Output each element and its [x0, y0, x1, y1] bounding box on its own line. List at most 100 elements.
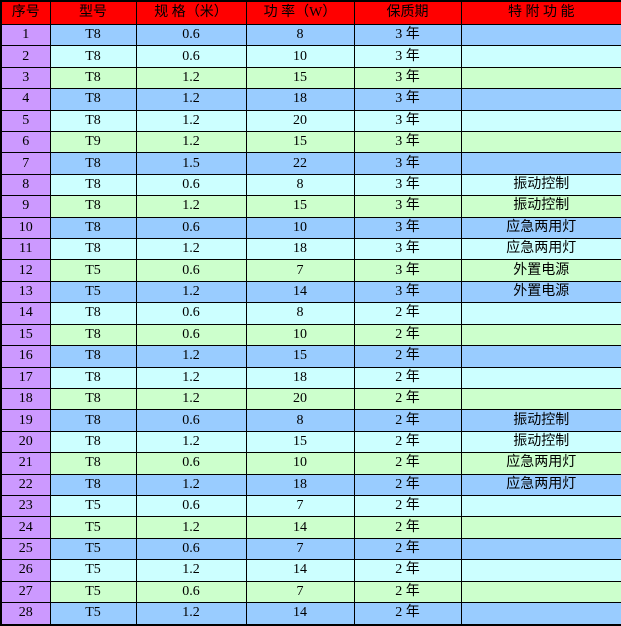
- cell-spec: 0.6: [135, 216, 247, 240]
- cell-model: T8: [49, 216, 137, 240]
- header-cell-feature: 特 附 功 能: [460, 0, 621, 25]
- cell-warranty: 2 年: [353, 516, 462, 539]
- cell-model: T8: [49, 173, 137, 197]
- table-row: 14 T8 0.6 8 2 年: [0, 302, 621, 325]
- cell-spec: 1.2: [135, 345, 247, 368]
- cell-feature: [460, 387, 621, 411]
- cell-model: T8: [49, 109, 137, 133]
- table-body: 1 T8 0.6 8 3 年 2 T8 0.6 10 3 年 3 T8 1.2 15 3 年 4 T8 1.2 18…: [0, 23, 621, 626]
- header-cell-warranty: 保质期: [353, 0, 462, 25]
- cell-spec: 1.2: [135, 109, 247, 133]
- table-row: 5 T8 1.2 20 3 年: [0, 109, 621, 133]
- table-row: 18 T8 1.2 20 2 年: [0, 387, 621, 411]
- header-cell-index: 序号: [0, 0, 51, 25]
- cell-warranty: 2 年: [353, 366, 462, 389]
- cell-warranty: 2 年: [353, 580, 462, 603]
- cell-feature: [460, 601, 621, 626]
- cell-model: T8: [49, 452, 137, 475]
- cell-feature: [460, 131, 621, 154]
- table-row: 3 T8 1.2 15 3 年: [0, 66, 621, 90]
- cell-no: 16: [0, 345, 51, 368]
- cell-no: 8: [0, 173, 51, 197]
- cell-warranty: 2 年: [353, 473, 462, 496]
- cell-model: T8: [49, 366, 137, 389]
- cell-warranty: 3 年: [353, 66, 462, 90]
- cell-model: T5: [49, 559, 137, 582]
- cell-no: 7: [0, 152, 51, 175]
- table-row: 25 T5 0.6 7 2 年: [0, 537, 621, 561]
- cell-feature: [460, 23, 621, 47]
- cell-no: 27: [0, 580, 51, 603]
- table-row: 17 T8 1.2 18 2 年: [0, 366, 621, 389]
- cell-warranty: 2 年: [353, 494, 462, 518]
- cell-spec: 0.6: [135, 494, 247, 518]
- cell-no: 18: [0, 387, 51, 411]
- cell-no: 11: [0, 238, 51, 261]
- cell-model: T8: [49, 345, 137, 368]
- cell-spec: 1.2: [135, 195, 247, 218]
- cell-no: 28: [0, 601, 51, 626]
- table-row: 6 T9 1.2 15 3 年: [0, 131, 621, 154]
- cell-feature: 振动控制: [460, 409, 621, 432]
- cell-model: T5: [49, 601, 137, 626]
- table-row: 15 T8 0.6 10 2 年: [0, 323, 621, 347]
- cell-power: 22: [245, 152, 355, 175]
- cell-spec: 1.2: [135, 430, 247, 454]
- cell-no: 26: [0, 559, 51, 582]
- cell-feature: 振动控制: [460, 195, 621, 218]
- cell-warranty: 2 年: [353, 302, 462, 325]
- cell-feature: [460, 323, 621, 347]
- cell-warranty: 2 年: [353, 452, 462, 475]
- cell-no: 20: [0, 430, 51, 454]
- cell-no: 4: [0, 88, 51, 111]
- table-row: 4 T8 1.2 18 3 年: [0, 88, 621, 111]
- header-cell-spec: 规 格（米）: [135, 0, 247, 25]
- cell-model: T8: [49, 302, 137, 325]
- cell-power: 15: [245, 345, 355, 368]
- table-row: 16 T8 1.2 15 2 年: [0, 345, 621, 368]
- cell-no: 6: [0, 131, 51, 154]
- table-row: 7 T8 1.5 22 3 年: [0, 152, 621, 175]
- table-row: 10 T8 0.6 10 3 年应急两用灯: [0, 216, 621, 240]
- cell-no: 24: [0, 516, 51, 539]
- cell-feature: 应急两用灯: [460, 216, 621, 240]
- cell-power: 8: [245, 173, 355, 197]
- table-row: 13 T5 1.2 14 3 年外置电源: [0, 280, 621, 304]
- table-row: 2 T8 0.6 10 3 年: [0, 45, 621, 68]
- cell-spec: 1.2: [135, 516, 247, 539]
- cell-model: T8: [49, 88, 137, 111]
- cell-warranty: 2 年: [353, 559, 462, 582]
- cell-spec: 1.2: [135, 131, 247, 154]
- cell-spec: 0.6: [135, 537, 247, 561]
- cell-feature: [460, 88, 621, 111]
- cell-spec: 1.2: [135, 88, 247, 111]
- table-row: 23 T5 0.6 7 2 年: [0, 494, 621, 518]
- cell-no: 1: [0, 23, 51, 47]
- table-row: 19 T8 0.6 8 2 年振动控制: [0, 409, 621, 432]
- cell-model: T5: [49, 259, 137, 282]
- cell-power: 18: [245, 88, 355, 111]
- cell-feature: [460, 559, 621, 582]
- cell-warranty: 3 年: [353, 45, 462, 68]
- cell-spec: 0.6: [135, 173, 247, 197]
- cell-model: T8: [49, 66, 137, 90]
- cell-model: T5: [49, 537, 137, 561]
- table-row: 20 T8 1.2 15 2 年振动控制: [0, 430, 621, 454]
- cell-feature: 应急两用灯: [460, 238, 621, 261]
- cell-feature: [460, 109, 621, 133]
- table-row: 21 T8 0.6 10 2 年应急两用灯: [0, 452, 621, 475]
- table-row: 12 T5 0.6 7 3 年外置电源: [0, 259, 621, 282]
- cell-spec: 0.6: [135, 580, 247, 603]
- cell-power: 18: [245, 473, 355, 496]
- cell-power: 10: [245, 452, 355, 475]
- cell-no: 9: [0, 195, 51, 218]
- cell-model: T5: [49, 516, 137, 539]
- cell-spec: 0.6: [135, 323, 247, 347]
- cell-model: T8: [49, 323, 137, 347]
- cell-warranty: 3 年: [353, 23, 462, 47]
- cell-power: 10: [245, 323, 355, 347]
- cell-power: 8: [245, 302, 355, 325]
- cell-power: 20: [245, 109, 355, 133]
- cell-model: T8: [49, 430, 137, 454]
